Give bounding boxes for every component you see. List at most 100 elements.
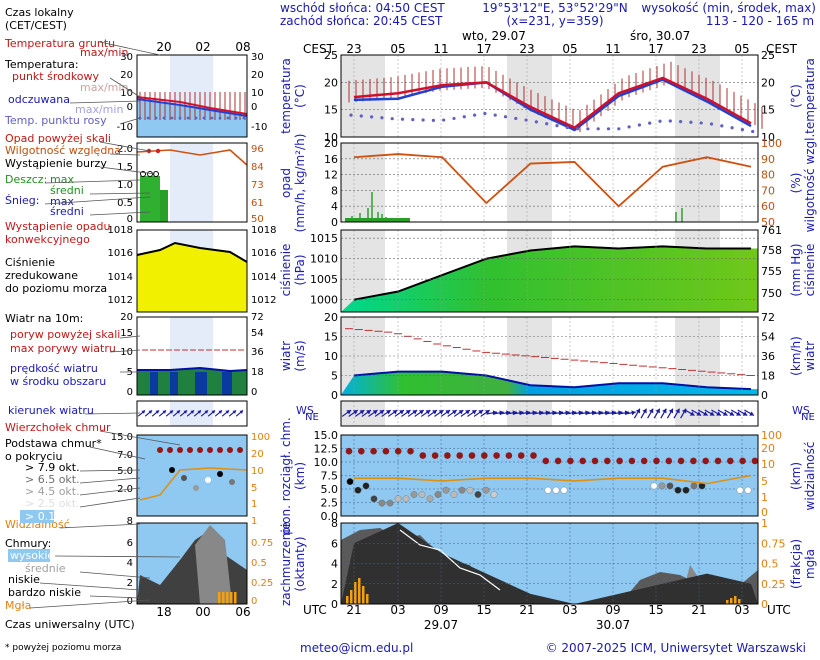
day2-label: śro, 30.07 [630, 29, 690, 43]
legend-utc-tick: 18 [156, 605, 171, 619]
svg-text:widzialność: widzialność [803, 442, 817, 511]
footer-date1: 29.07 [424, 618, 458, 632]
legend-fog-tick: 0.5 [251, 558, 267, 569]
legend-temp-maxmin: max/min [80, 81, 128, 94]
humidity-tick-right: 90 [761, 153, 775, 166]
wind-direction-arrow [374, 409, 385, 417]
legend-low-clouds: niskie [8, 573, 40, 586]
legend-dew-dot [210, 116, 214, 120]
wind-tick-right: 18 [761, 370, 775, 383]
legend-rain-over: Opad powyżej skali [5, 132, 111, 145]
legend-rain-block [160, 190, 168, 222]
cest-hour-tick: 11 [605, 42, 620, 56]
grid-text: (x=231, y=359) [506, 14, 603, 28]
legend-fog-bar [230, 592, 233, 604]
legend-dewpoint: Temp. punktu rosy [4, 114, 107, 127]
cest-label-left: CEST [303, 42, 335, 56]
cloud-base-dot [682, 486, 690, 494]
wind-direction-arrow [704, 409, 715, 417]
svg-text:(frakcja): (frakcja) [789, 539, 803, 589]
svg-text:(km): (km) [789, 462, 803, 490]
cest-hour-tick: 05 [562, 42, 577, 56]
legend-visibility-tick: 100 [251, 432, 270, 443]
visibility-tick-right: 0 [761, 506, 768, 519]
legend-connector [79, 571, 151, 579]
pressure-axis-label-left: ciśnienie (hPa) [279, 244, 307, 297]
wind-direction-arrow [467, 409, 477, 417]
wind-direction-arrow [640, 408, 648, 419]
compass-ws-right: WS [792, 404, 810, 417]
cloud-top-dot [370, 447, 377, 455]
precip-tick-left: 0 [331, 216, 338, 229]
legend-dew-dot [226, 116, 230, 120]
legend-pressure-line [136, 241, 248, 263]
cloud-base-dot [346, 478, 354, 485]
legend-cloudtop-dot [177, 447, 183, 453]
legend-cloud-base: Podstawa chmur* o pokryciu [5, 437, 102, 463]
wind-direction-arrow [624, 410, 636, 416]
wind-direction-arrow [691, 409, 702, 417]
legend-cloudtop-dot [207, 447, 213, 453]
utc-hour-tick: 03 [390, 603, 405, 617]
legend-wind-dir: kierunek wiatru [8, 404, 94, 417]
dewpoint-dot [359, 114, 363, 118]
legend-precip-tick: 0 [127, 214, 133, 225]
dewpoint-dot [514, 116, 518, 121]
legend-temp-tick-right: 10 [251, 88, 264, 99]
dewpoint-dot [720, 124, 724, 128]
legend-wind-arrow [158, 410, 167, 417]
legend-connector [89, 211, 151, 216]
clouds-tick-left: 6 [331, 537, 338, 550]
legend-pressure-tick-left: 1014 [108, 272, 133, 283]
pressure-tick-right: 758 [761, 244, 782, 257]
utc-hour-tick: 15 [476, 603, 491, 617]
wind-direction-arrow [480, 409, 491, 417]
legend-wind-arrow [214, 410, 223, 417]
cloud-base-dot [666, 482, 674, 490]
dewpoint-dot [503, 115, 508, 119]
pressure-tick-left: 1015 [310, 232, 338, 245]
svg-text:(°C): (°C) [789, 84, 803, 108]
svg-text:(hPa): (hPa) [293, 254, 307, 285]
legend-connector [79, 487, 141, 496]
dewpoint-dot [648, 121, 652, 125]
legend-panel-frame [136, 142, 248, 223]
humidity-tick-right: 100 [761, 137, 782, 150]
legend-fog-bar [234, 592, 237, 604]
legend-wind-arrow [165, 410, 174, 417]
dewpoint-dot [534, 120, 539, 124]
legend-wind-tick-left: 20 [120, 312, 133, 323]
legend-humidity-tick: 84 [251, 162, 264, 173]
legend-cloudtop-dot [227, 447, 233, 453]
wind-direction-arrow [447, 409, 458, 417]
legend-hour-tick: 08 [235, 40, 250, 54]
legend-wind-block [150, 372, 158, 395]
legend-rain: Deszcz: [5, 173, 47, 186]
temp-tick-right: 20 [761, 76, 775, 89]
fog-axis-label: (frakcja) mgła [789, 539, 817, 589]
legend-rain-block [140, 176, 160, 222]
svg-text:wiatr: wiatr [279, 341, 293, 371]
legend-wind-arrow [200, 410, 209, 417]
legend-dew-dot [178, 116, 182, 120]
wind-direction-arrow [440, 409, 451, 417]
legend-high-clouds: wysokie [10, 549, 54, 562]
cloud-base-dot [490, 491, 498, 498]
panel-frame [340, 400, 759, 427]
legend-temp-tick-right: 30 [251, 52, 264, 63]
footer-date2: 30.07 [596, 618, 630, 632]
cest-hour-tick: 23 [519, 42, 534, 56]
legend-cloudbase-dot [229, 479, 235, 485]
legend-connector [119, 335, 141, 339]
precip-tick-left: 16 [324, 153, 338, 166]
svg-text:(oktanty): (oktanty) [293, 536, 307, 591]
legend-connector [84, 412, 141, 415]
cloud-top-dot [677, 457, 685, 465]
temp-axis-label-right: (°C) temperatura [789, 58, 817, 134]
legend-connector [39, 582, 141, 591]
legend-connector [79, 469, 141, 472]
svg-text:ciśnienie: ciśnienie [803, 244, 817, 297]
rain-mid-bar [345, 218, 410, 222]
cloud-top-dot [530, 452, 537, 459]
wind-direction-arrow [401, 409, 411, 417]
